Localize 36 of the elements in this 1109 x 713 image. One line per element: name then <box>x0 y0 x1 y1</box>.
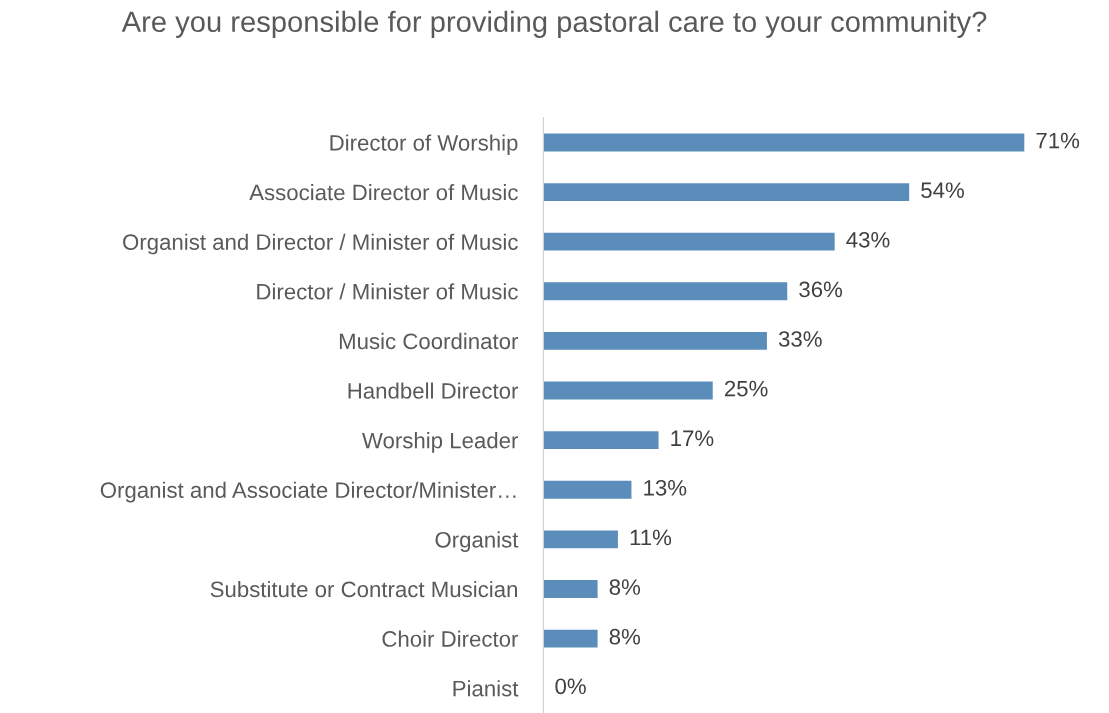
y-tick-label: Organist and Director / Minister of Music <box>123 233 518 255</box>
data-label: 25% <box>724 380 768 397</box>
bar <box>543 629 598 648</box>
y-tick-label: Associate Director of Music <box>249 184 518 201</box>
y-tick-label: Organist <box>435 531 519 553</box>
bar <box>543 530 618 549</box>
bar <box>543 133 1025 152</box>
y-tick-label: Music Coordinator <box>339 332 519 350</box>
y-tick-label: Worship Leader <box>362 432 519 453</box>
y-tick-label: Director / Minister of Music <box>257 283 518 300</box>
y-tick-label: Choir Director <box>382 630 519 647</box>
bar <box>543 431 659 450</box>
data-label: 54% <box>921 182 964 199</box>
data-label: 33% <box>778 331 822 347</box>
y-tick-label: Handbell Director <box>348 382 519 399</box>
data-label: 8% <box>609 579 641 595</box>
data-label: 43% <box>846 231 890 248</box>
bar <box>543 381 713 400</box>
data-label: 17% <box>671 430 714 447</box>
y-tick-label: Substitute or Contract Musician <box>210 580 517 598</box>
bar <box>543 232 835 251</box>
bar <box>543 580 598 598</box>
bar <box>543 282 788 301</box>
data-label: 71% <box>1036 132 1080 149</box>
y-tick-label: Pianist <box>453 680 519 697</box>
data-label: 36% <box>799 281 843 298</box>
bar <box>543 331 767 350</box>
bar <box>543 183 910 201</box>
data-label: 0% <box>555 678 586 695</box>
data-label: 11% <box>630 529 672 546</box>
data-label: 13% <box>644 479 687 496</box>
y-tick-label: Organist and Associate Director/Minister… <box>100 481 516 503</box>
y-tick-label: Director of Worship <box>330 134 518 156</box>
data-label: 8% <box>609 628 641 645</box>
chart-title: Are you responsible for providing pastoral care to your community? <box>121 10 987 38</box>
bar <box>543 480 632 499</box>
